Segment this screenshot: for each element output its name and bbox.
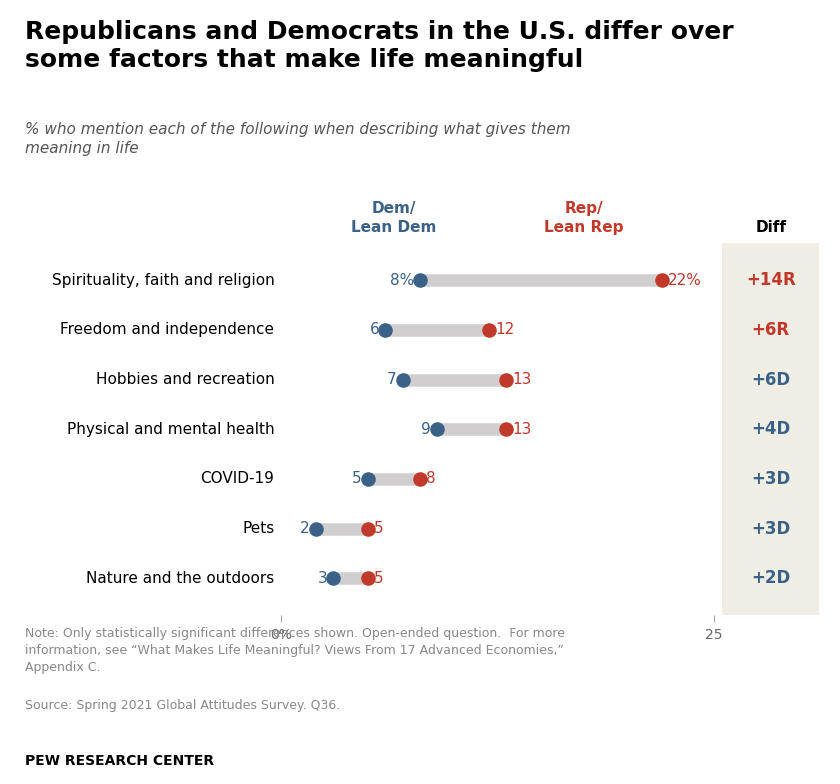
- Text: 5: 5: [352, 471, 362, 486]
- Point: [361, 522, 375, 535]
- Text: 8: 8: [426, 471, 435, 486]
- Point: [327, 572, 340, 585]
- Text: Nature and the outdoors: Nature and the outdoors: [87, 571, 275, 586]
- Text: COVID-19: COVID-19: [201, 471, 275, 486]
- Text: 7: 7: [387, 372, 396, 387]
- Text: 3: 3: [318, 571, 328, 586]
- Text: Dem/
Lean Dem: Dem/ Lean Dem: [351, 201, 437, 234]
- Text: 9: 9: [422, 422, 431, 437]
- Point: [361, 473, 375, 485]
- Point: [361, 572, 375, 585]
- Text: 6: 6: [370, 322, 379, 337]
- Point: [500, 373, 513, 386]
- Text: +3D: +3D: [751, 470, 790, 488]
- Point: [309, 522, 323, 535]
- Text: 22%: 22%: [668, 273, 702, 288]
- Point: [482, 324, 496, 336]
- Text: Source: Spring 2021 Global Attitudes Survey. Q36.: Source: Spring 2021 Global Attitudes Sur…: [25, 699, 340, 713]
- Text: % who mention each of the following when describing what gives them
meaning in l: % who mention each of the following when…: [25, 122, 571, 156]
- Point: [413, 473, 427, 485]
- Text: Spirituality, faith and religion: Spirituality, faith and religion: [52, 273, 275, 288]
- Text: Note: Only statistically significant differences shown. Open-ended question.  Fo: Note: Only statistically significant dif…: [25, 627, 565, 674]
- Text: +6D: +6D: [751, 371, 790, 389]
- Text: Republicans and Democrats in the U.S. differ over
some factors that make life me: Republicans and Democrats in the U.S. di…: [25, 20, 734, 72]
- Point: [655, 274, 669, 287]
- Text: Pets: Pets: [242, 521, 275, 536]
- Text: 5: 5: [374, 521, 384, 536]
- Point: [500, 423, 513, 436]
- Text: 5: 5: [374, 571, 384, 586]
- Text: +2D: +2D: [751, 569, 790, 587]
- Text: Rep/
Lean Rep: Rep/ Lean Rep: [544, 201, 624, 234]
- Text: Diff: Diff: [755, 220, 786, 234]
- Text: +3D: +3D: [751, 520, 790, 538]
- Text: Physical and mental health: Physical and mental health: [67, 422, 275, 437]
- Text: +14R: +14R: [746, 271, 795, 289]
- Point: [430, 423, 444, 436]
- Point: [413, 274, 427, 287]
- Point: [379, 324, 392, 336]
- Text: 12: 12: [495, 322, 514, 337]
- Text: +6R: +6R: [752, 321, 790, 339]
- Text: 2: 2: [301, 521, 310, 536]
- Text: 13: 13: [512, 422, 532, 437]
- Text: PEW RESEARCH CENTER: PEW RESEARCH CENTER: [25, 754, 214, 768]
- Text: +4D: +4D: [751, 420, 790, 438]
- Text: Freedom and independence: Freedom and independence: [60, 322, 275, 337]
- Text: 8%: 8%: [390, 273, 414, 288]
- Text: Hobbies and recreation: Hobbies and recreation: [96, 372, 275, 387]
- Text: 13: 13: [512, 372, 532, 387]
- Point: [396, 373, 409, 386]
